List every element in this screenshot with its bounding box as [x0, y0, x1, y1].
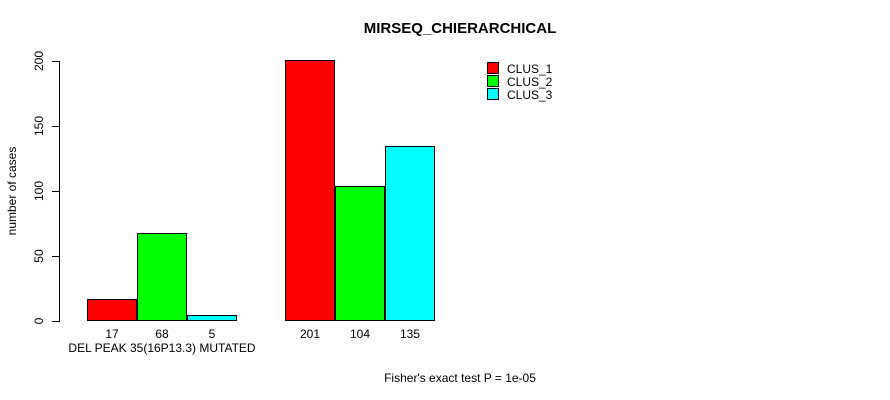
- y-axis-tick-label: 50: [32, 249, 46, 263]
- bar-clus_3-group2: [385, 145, 435, 321]
- bar-clus_3-group1: [187, 314, 237, 321]
- y-axis-tick: [52, 191, 59, 192]
- bar-clus_2-group1: [137, 232, 187, 321]
- y-axis-tick: [52, 61, 59, 62]
- bar-clus_1-group1: [87, 298, 137, 321]
- bar-value-label: 135: [399, 327, 421, 341]
- y-axis-tick: [52, 126, 59, 127]
- y-axis-tick: [52, 256, 59, 257]
- chart-title: MIRSEQ_CHIERARCHICAL: [363, 20, 557, 37]
- bar-clus_2-group2: [335, 185, 385, 321]
- bar-value-label: 5: [208, 327, 216, 341]
- y-axis-tick-label: 150: [32, 115, 46, 137]
- bar-value-label: 201: [299, 327, 321, 341]
- y-axis-line: [59, 61, 60, 322]
- bar-value-label: 17: [105, 327, 119, 341]
- y-axis-tick-label: 100: [32, 180, 46, 202]
- y-axis-tick: [52, 321, 59, 322]
- bar-value-label: 104: [349, 327, 371, 341]
- x-axis-label: DEL PEAK 35(16P13.3) MUTATED: [68, 341, 256, 355]
- footnote-pvalue: Fisher's exact test P = 1e-05: [384, 371, 536, 385]
- bar-value-label: 68: [155, 327, 169, 341]
- y-axis-tick-label: 0: [32, 317, 46, 325]
- y-axis-tick-label: 200: [32, 50, 46, 72]
- bar-clus_1-group2: [285, 59, 335, 321]
